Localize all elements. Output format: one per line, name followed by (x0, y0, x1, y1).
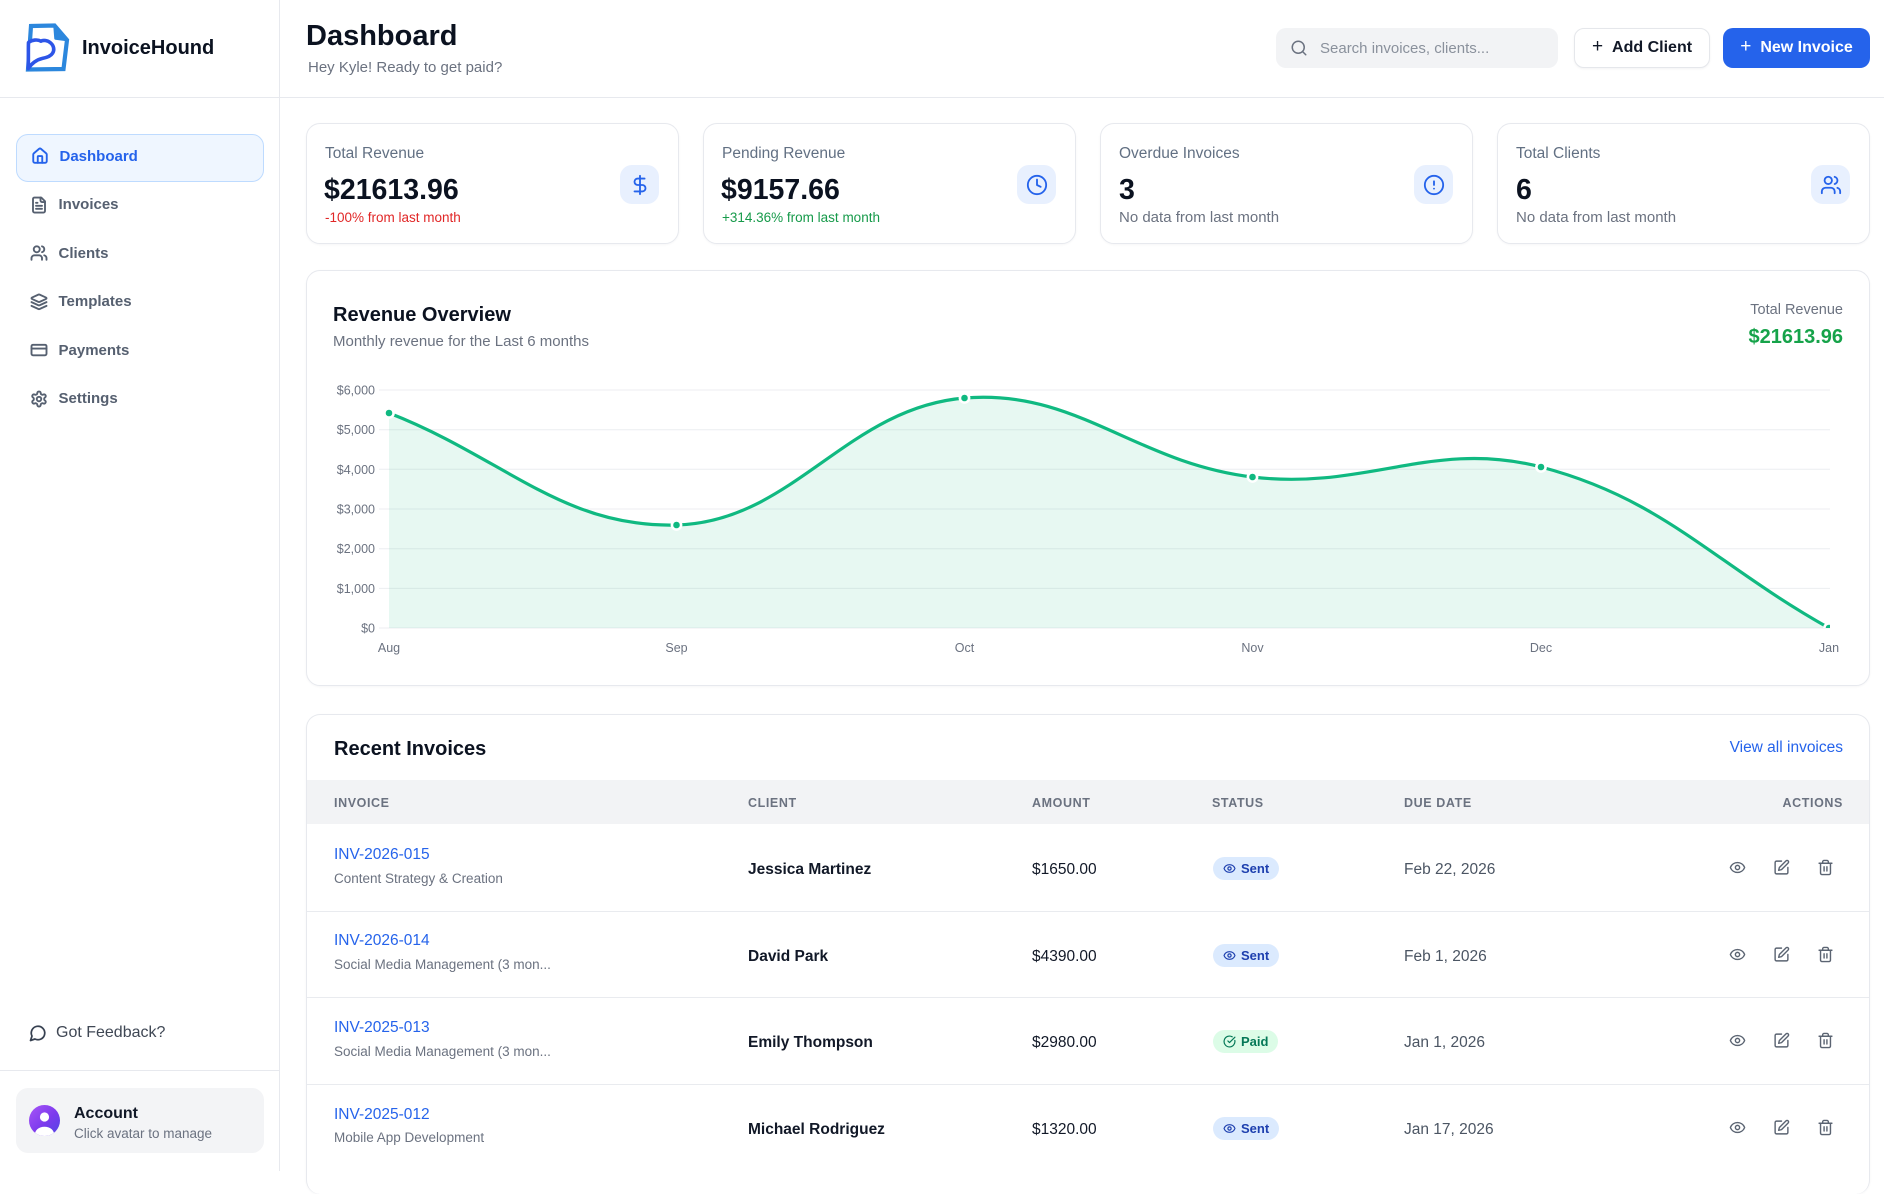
svg-text:$2,000: $2,000 (337, 542, 375, 556)
svg-text:Aug: Aug (378, 641, 400, 655)
svg-text:$1,000: $1,000 (337, 582, 375, 596)
svg-text:$3,000: $3,000 (337, 503, 375, 517)
svg-text:Nov: Nov (1241, 641, 1264, 655)
svg-text:Jan: Jan (1819, 641, 1839, 655)
svg-text:Sep: Sep (665, 641, 687, 655)
svg-text:Dec: Dec (1530, 641, 1552, 655)
svg-text:$4,000: $4,000 (337, 463, 375, 477)
svg-text:$5,000: $5,000 (337, 423, 375, 437)
svg-text:Oct: Oct (955, 641, 975, 655)
svg-text:$6,000: $6,000 (337, 384, 375, 398)
svg-text:$0: $0 (361, 622, 375, 636)
